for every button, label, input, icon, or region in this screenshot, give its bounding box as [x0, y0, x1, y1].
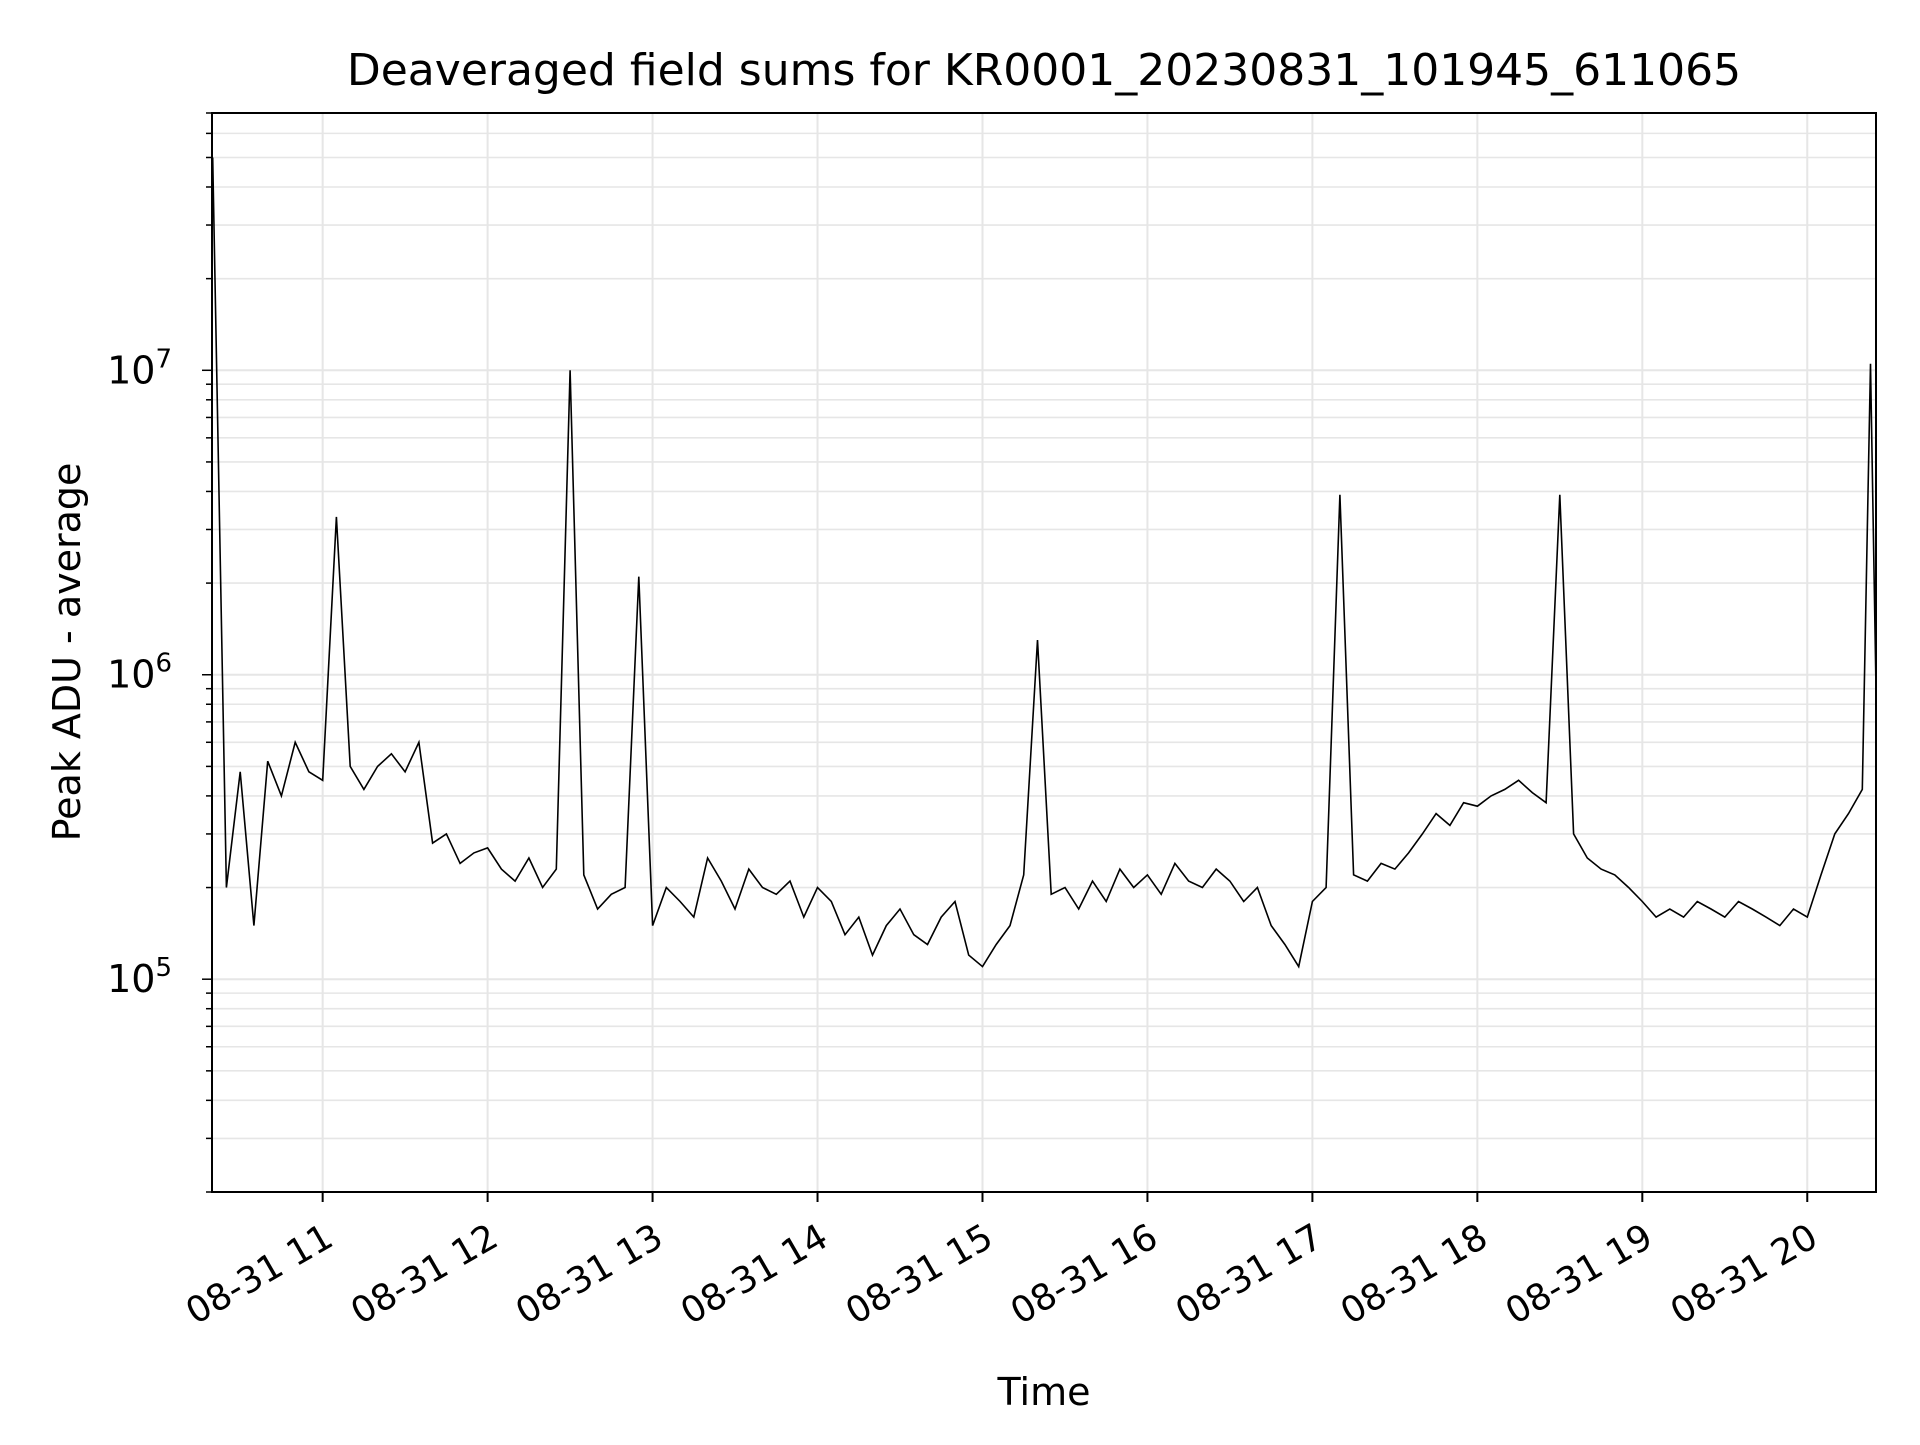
series-line: [211, 157, 1877, 969]
y-axis-label: Peak ADU - average: [45, 463, 89, 842]
grid-lines: [202, 112, 1876, 1193]
plot-frame: [211, 112, 1877, 1193]
y-tick-label: 106: [107, 649, 172, 697]
x-axis-label: Time: [997, 1370, 1091, 1414]
chart-title: Deaveraged field sums for KR0001_2023083…: [347, 45, 1741, 96]
y-tick-label: 105: [107, 953, 172, 1001]
y-axis-ticks: 105 106 107: [107, 344, 172, 1001]
data-series: [211, 157, 1877, 969]
y-tick-label: 107: [107, 344, 172, 392]
